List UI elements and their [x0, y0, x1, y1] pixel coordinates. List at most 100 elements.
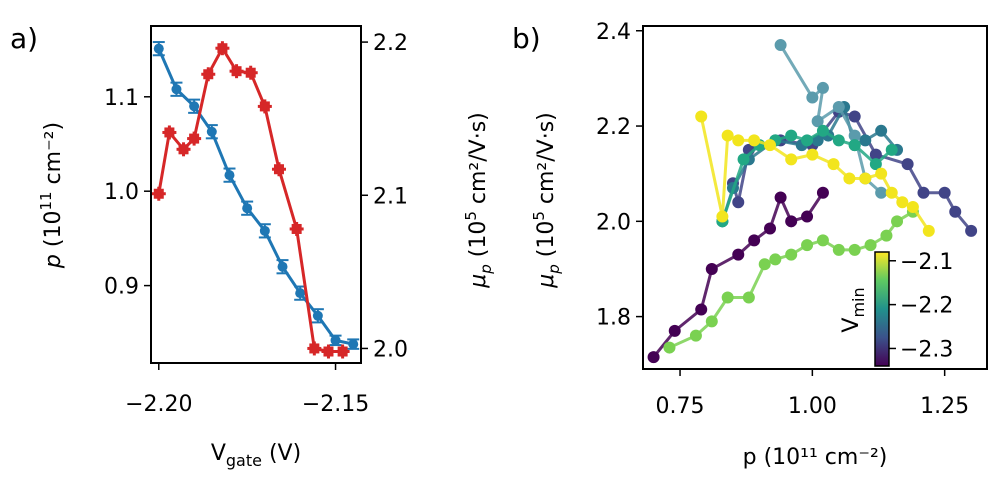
vmin-point: [811, 115, 824, 128]
p-point: [277, 261, 288, 272]
vmin-series: [726, 105, 978, 237]
vmin-point: [859, 172, 872, 185]
vmin-point: [859, 134, 872, 147]
mobility-point: [229, 64, 244, 79]
vmin-point: [843, 172, 856, 185]
vmin-series: [774, 39, 888, 199]
vmin-line: [699, 116, 931, 232]
p-point: [242, 203, 253, 214]
panel-b-ylabel: μp (105 cm²/V·s): [530, 112, 563, 289]
vmin-point: [965, 224, 978, 237]
vmin-point: [816, 124, 829, 137]
mobility-point: [187, 131, 202, 146]
vmin-point: [668, 324, 681, 337]
vmin-point: [875, 186, 888, 199]
vmin-point: [689, 329, 702, 342]
vmin-point: [869, 158, 882, 171]
y-tick-label-left: 0.9: [104, 275, 139, 300]
vmin-point: [785, 215, 798, 228]
p-point: [153, 43, 164, 54]
vmin-point: [891, 215, 904, 228]
vmin-line: [668, 210, 914, 349]
vmin-point: [869, 148, 882, 161]
vmin-point: [774, 191, 787, 204]
panel-b: b) 0.75 1.00 1.25 1.8 2.0 2.2 2.4 μp (105 cm²/…: [512, 20, 988, 470]
vmin-point: [721, 291, 734, 304]
panel-a-ylabel-right: μp (105 cm²/V·s): [462, 112, 495, 289]
vmin-point: [748, 234, 761, 247]
vmin-point: [816, 186, 829, 199]
panel-a-ylabel-left: p (1011 cm⁻²): [37, 122, 66, 269]
vmin-point: [801, 134, 814, 147]
vmin-point: [896, 196, 909, 209]
mobility-point: [215, 41, 230, 56]
vmin-point: [922, 224, 935, 237]
x-tick-label: 0.75: [656, 394, 705, 419]
x-tick-label: 1.25: [920, 394, 969, 419]
vmin-point: [737, 153, 750, 166]
mobility-point: [151, 186, 166, 201]
mobility-series: [151, 41, 350, 359]
vmin-series: [695, 110, 935, 237]
mobility-point: [201, 67, 216, 82]
vmin-point: [742, 291, 755, 304]
y-tick-label: 1.8: [596, 306, 631, 331]
vmin-point: [785, 248, 798, 261]
vmin-point: [816, 234, 829, 247]
vmin-line: [779, 44, 883, 194]
vmin-point: [769, 253, 782, 266]
x-tick-label: −2.15: [302, 392, 369, 417]
vmin-point: [721, 129, 734, 142]
mobility-point: [176, 142, 191, 157]
vmin-point: [716, 210, 729, 223]
p-point: [189, 101, 200, 112]
panel-a-label: a): [10, 22, 38, 55]
vmin-point: [695, 303, 708, 316]
mobility-point: [289, 221, 304, 236]
p-point: [259, 225, 270, 236]
y-tick-label: 2.0: [596, 210, 631, 235]
vmin-point: [764, 139, 777, 152]
vmin-point: [885, 186, 898, 199]
vmin-point: [848, 139, 861, 152]
vmin-point: [949, 205, 962, 218]
p-point: [330, 335, 341, 346]
mobility-point: [257, 99, 272, 114]
vmin-point: [901, 158, 914, 171]
p-point: [206, 126, 217, 137]
vmin-point: [785, 129, 798, 142]
vmin-point: [705, 315, 718, 328]
mobility-line: [157, 45, 343, 354]
mobility-point: [335, 344, 350, 359]
y-tick-label-left: 1.0: [104, 180, 139, 205]
vmin-series: [647, 186, 829, 364]
vmin-point: [848, 243, 861, 256]
vmin-point: [832, 243, 845, 256]
vmin-point: [785, 153, 798, 166]
mobility-point: [321, 344, 336, 359]
vmin-point: [647, 351, 660, 364]
vmin-point: [748, 134, 761, 147]
panel-a-xlabel: Vgate (V): [211, 441, 301, 470]
vmin-point: [906, 201, 919, 214]
colorbar-label: Vmin: [839, 287, 868, 332]
vmin-point: [938, 186, 951, 199]
vmin-point: [705, 262, 718, 275]
vmin-point: [732, 248, 745, 261]
vmin-point: [885, 143, 898, 156]
vmin-point: [695, 110, 708, 123]
colorbar-gradient: [874, 251, 890, 367]
x-tick-label: −2.20: [125, 392, 192, 417]
vmin-series-group: [647, 39, 978, 364]
y-tick-label-right: 2.1: [373, 184, 408, 209]
p-point: [224, 170, 235, 181]
vmin-point: [827, 158, 840, 171]
y-tick-label: 2.4: [596, 20, 631, 45]
vmin-point: [832, 134, 845, 147]
p-point: [312, 310, 323, 321]
y-tick-label-right: 2.2: [373, 31, 408, 56]
vmin-point: [801, 210, 814, 223]
vmin-point: [801, 239, 814, 252]
colorbar-tick-label: −2.3: [900, 337, 953, 362]
